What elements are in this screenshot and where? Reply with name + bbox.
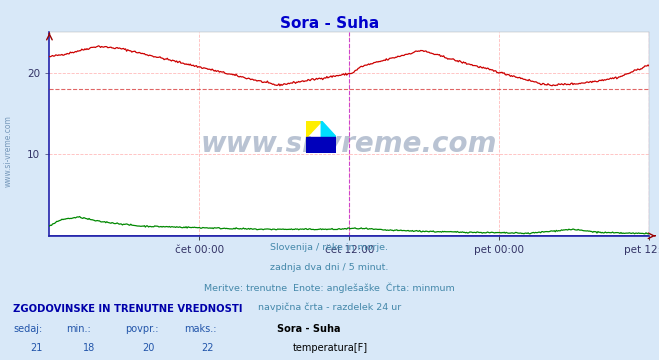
Text: navpična črta - razdelek 24 ur: navpična črta - razdelek 24 ur [258,302,401,312]
Text: temperatura[F]: temperatura[F] [293,343,368,353]
Text: min.:: min.: [66,324,91,334]
Text: www.si-vreme.com: www.si-vreme.com [201,130,498,158]
Text: www.si-vreme.com: www.si-vreme.com [3,115,13,187]
Text: Sora - Suha: Sora - Suha [277,324,340,334]
Text: Meritve: trenutne  Enote: anglešaške  Črta: minmum: Meritve: trenutne Enote: anglešaške Črta… [204,283,455,293]
Text: Slovenija / reke in morje.: Slovenija / reke in morje. [270,243,389,252]
Text: 21: 21 [30,343,42,353]
Text: maks.:: maks.: [185,324,217,334]
Text: sedaj:: sedaj: [13,324,42,334]
Text: povpr.:: povpr.: [125,324,159,334]
Polygon shape [322,121,336,137]
Text: ZGODOVINSKE IN TRENUTNE VREDNOSTI: ZGODOVINSKE IN TRENUTNE VREDNOSTI [13,304,243,314]
Polygon shape [306,137,336,153]
Text: 18: 18 [83,343,95,353]
Text: 22: 22 [202,343,214,353]
Text: Sora - Suha: Sora - Suha [280,16,379,31]
Polygon shape [306,121,322,137]
Text: zadnja dva dni / 5 minut.: zadnja dva dni / 5 minut. [270,263,389,272]
Text: 20: 20 [142,343,154,353]
